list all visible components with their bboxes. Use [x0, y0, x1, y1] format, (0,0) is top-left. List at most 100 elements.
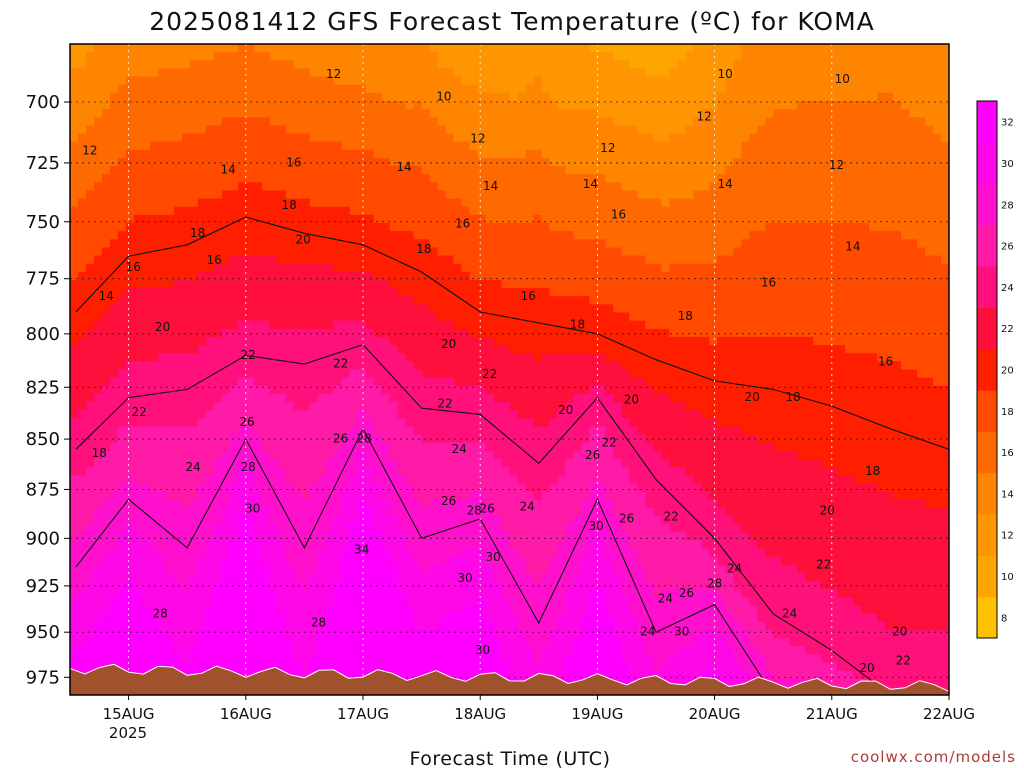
- temperature-cell: [293, 149, 303, 159]
- temperature-cell: [893, 92, 902, 102]
- temperature-cell: [453, 231, 463, 240]
- temperature-cell: [413, 271, 423, 281]
- temperature-cell: [773, 231, 782, 240]
- temperature-cell: [565, 149, 575, 159]
- temperature-cell: [525, 231, 535, 240]
- temperature-cell: [901, 385, 910, 395]
- temperature-cell: [637, 361, 646, 371]
- temperature-cell: [757, 214, 766, 224]
- temperature-cell: [149, 52, 159, 61]
- temperature-cell: [261, 385, 271, 395]
- temperature-cell: [557, 304, 567, 314]
- temperature-cell: [525, 345, 535, 354]
- temperature-cell: [461, 214, 471, 224]
- temperature-cell: [453, 279, 463, 289]
- temperature-cell: [637, 353, 646, 362]
- temperature-cell: [341, 279, 351, 289]
- temperature-cell: [285, 312, 295, 322]
- temperature-cell: [677, 84, 686, 94]
- temperature-cell: [701, 166, 710, 175]
- temperature-cell: [637, 239, 646, 249]
- temperature-cell: [709, 263, 718, 273]
- temperature-cell: [741, 263, 750, 273]
- temperature-cell: [741, 312, 750, 322]
- temperature-cell: [781, 393, 790, 403]
- temperature-cell: [805, 385, 814, 395]
- temperature-cell: [861, 84, 870, 94]
- temperature-cell: [933, 223, 942, 232]
- temperature-cell: [653, 402, 662, 411]
- temperature-cell: [181, 336, 191, 346]
- temperature-cell: [573, 117, 583, 126]
- temperature-cell: [685, 100, 694, 110]
- temperature-cell: [645, 377, 654, 387]
- temperature-cell: [741, 353, 750, 362]
- temperature-cell: [445, 174, 455, 183]
- temperature-cell: [613, 345, 622, 354]
- temperature-cell: [637, 100, 646, 110]
- temperature-cell: [941, 68, 949, 78]
- temperature-cell: [725, 320, 734, 330]
- temperature-cell: [189, 133, 199, 143]
- temperature-cell: [85, 166, 95, 175]
- temperature-cell: [869, 182, 878, 192]
- temperature-cell: [661, 279, 670, 289]
- temperature-cell: [93, 393, 103, 403]
- temperature-cell: [285, 377, 295, 387]
- temperature-cell: [405, 353, 415, 362]
- temperature-cell: [741, 182, 750, 192]
- temperature-cell: [149, 76, 159, 86]
- temperature-cell: [901, 182, 910, 192]
- temperature-cell: [453, 312, 463, 322]
- temperature-cell: [813, 190, 822, 200]
- temperature-cell: [133, 141, 143, 151]
- temperature-cell: [613, 377, 622, 387]
- temperature-cell: [485, 84, 495, 94]
- temperature-cell: [485, 206, 495, 216]
- temperature-cell: [509, 206, 519, 216]
- temperature-cell: [757, 353, 766, 362]
- temperature-cell: [429, 263, 439, 273]
- temperature-cell: [189, 157, 199, 167]
- temperature-cell: [70, 239, 79, 249]
- temperature-cell: [301, 231, 311, 240]
- temperature-cell: [245, 190, 255, 200]
- temperature-cell: [677, 60, 686, 70]
- temperature-cell: [389, 223, 399, 232]
- temperature-cell: [301, 312, 311, 322]
- temperature-cell: [181, 157, 191, 167]
- temperature-cell: [213, 223, 223, 232]
- temperature-cell: [261, 206, 271, 216]
- temperature-cell: [485, 271, 495, 281]
- temperature-cell: [701, 320, 710, 330]
- temperature-cell: [389, 198, 399, 208]
- temperature-cell: [509, 328, 519, 338]
- temperature-cell: [277, 263, 287, 273]
- temperature-cell: [509, 255, 519, 265]
- temperature-cell: [533, 190, 543, 200]
- temperature-cell: [917, 279, 926, 289]
- temperature-cell: [181, 263, 191, 273]
- temperature-cell: [837, 206, 846, 216]
- temperature-cell: [453, 109, 463, 118]
- temperature-cell: [157, 84, 167, 94]
- temperature-cell: [677, 109, 686, 118]
- temperature-cell: [773, 263, 782, 273]
- temperature-cell: [413, 279, 423, 289]
- temperature-cell: [333, 320, 343, 330]
- temperature-cell: [885, 361, 894, 371]
- temperature-cell: [693, 44, 702, 53]
- temperature-cell: [917, 84, 926, 94]
- temperature-cell: [589, 320, 598, 330]
- temperature-cell: [285, 328, 295, 338]
- temperature-cell: [709, 52, 718, 61]
- temperature-cell: [221, 312, 231, 322]
- temperature-cell: [157, 223, 167, 232]
- temperature-cell: [205, 133, 215, 143]
- temperature-cell: [165, 361, 175, 371]
- temperature-cell: [429, 198, 439, 208]
- temperature-cell: [565, 174, 575, 183]
- temperature-cell: [197, 320, 207, 330]
- temperature-cell: [85, 377, 95, 387]
- temperature-cell: [741, 166, 750, 175]
